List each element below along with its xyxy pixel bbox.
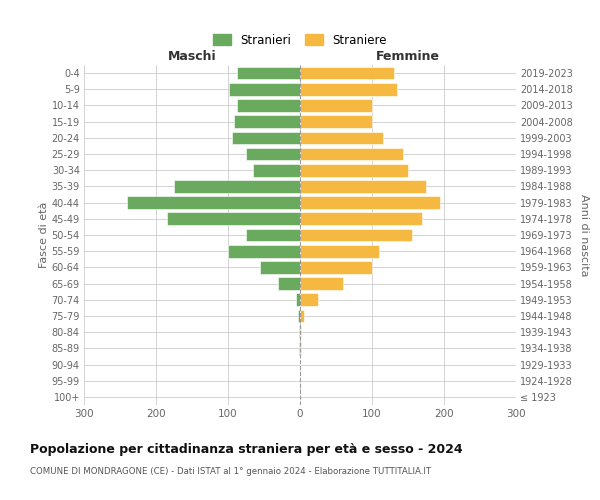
Text: Popolazione per cittadinanza straniera per età e sesso - 2024: Popolazione per cittadinanza straniera p…	[30, 442, 463, 456]
Bar	[299, 326, 300, 338]
Bar	[300, 164, 408, 176]
Bar	[298, 310, 300, 322]
Bar	[300, 342, 301, 354]
Bar	[300, 116, 372, 128]
Bar	[300, 212, 422, 225]
Bar	[300, 83, 397, 96]
Bar	[174, 180, 300, 192]
Bar	[300, 180, 426, 192]
Bar	[300, 310, 304, 322]
Text: Maschi: Maschi	[167, 50, 217, 64]
Bar	[127, 196, 300, 209]
Bar	[300, 245, 379, 258]
Bar	[299, 342, 300, 354]
Bar	[236, 67, 300, 80]
Text: COMUNE DI MONDRAGONE (CE) - Dati ISTAT al 1° gennaio 2024 - Elaborazione TUTTITA: COMUNE DI MONDRAGONE (CE) - Dati ISTAT a…	[30, 468, 431, 476]
Bar	[246, 228, 300, 241]
Bar	[300, 148, 403, 160]
Bar	[300, 99, 372, 112]
Bar	[236, 99, 300, 112]
Bar	[300, 278, 343, 290]
Bar	[278, 278, 300, 290]
Bar	[300, 67, 394, 80]
Bar	[167, 212, 300, 225]
Bar	[234, 116, 300, 128]
Y-axis label: Fasce di età: Fasce di età	[38, 202, 49, 268]
Bar	[232, 132, 300, 144]
Y-axis label: Anni di nascita: Anni di nascita	[578, 194, 589, 276]
Bar	[300, 228, 412, 241]
Bar	[300, 294, 318, 306]
Bar	[300, 261, 372, 274]
Text: Femmine: Femmine	[376, 50, 440, 64]
Bar	[296, 294, 300, 306]
Bar	[253, 164, 300, 176]
Bar	[300, 326, 301, 338]
Bar	[228, 245, 300, 258]
Bar	[300, 196, 440, 209]
Bar	[246, 148, 300, 160]
Bar	[229, 83, 300, 96]
Legend: Stranieri, Straniere: Stranieri, Straniere	[209, 30, 391, 50]
Bar	[300, 132, 383, 144]
Bar	[260, 261, 300, 274]
